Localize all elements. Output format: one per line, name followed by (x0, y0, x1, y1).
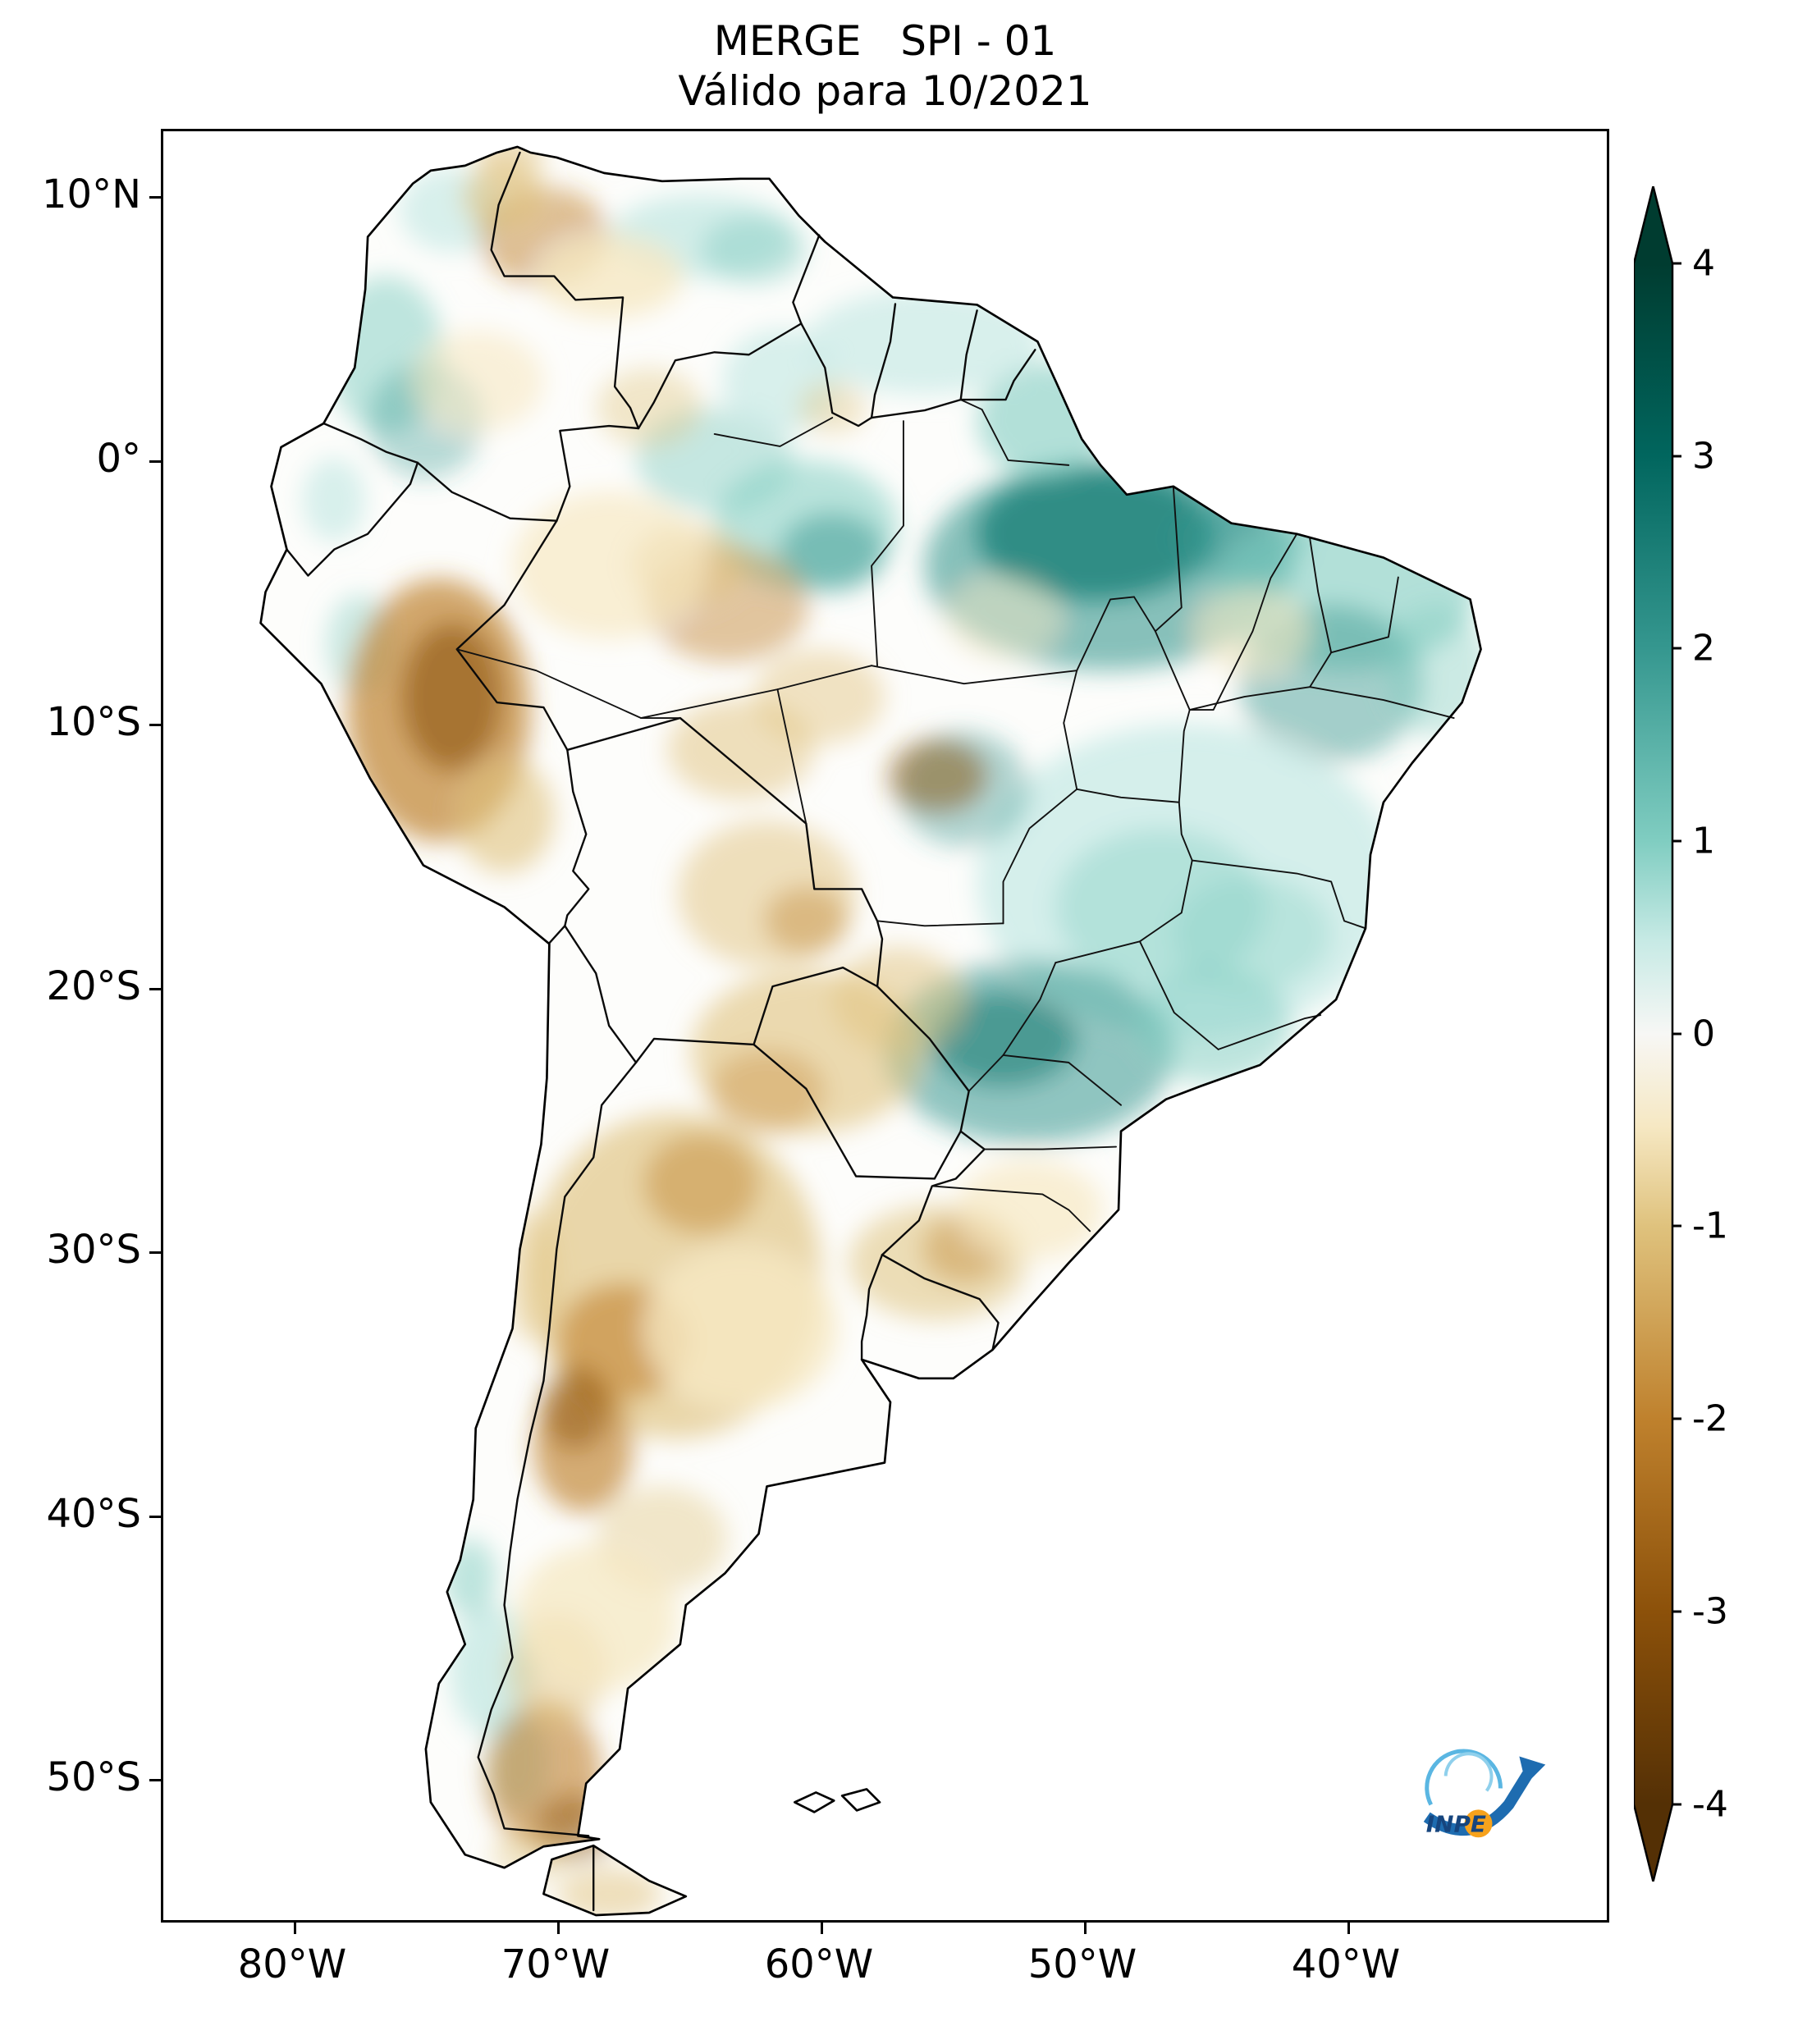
y-axis-tick (149, 1251, 161, 1254)
spi-anomaly-blob (643, 1246, 838, 1411)
spi-anomaly-blob (753, 649, 885, 745)
y-tick-label: 20°S (46, 963, 141, 1009)
falkland-west-island (794, 1791, 835, 1813)
colorbar-labels: 4 3 2 1 0 -1 -2 -3 -4 (1692, 186, 1791, 1882)
logo-text: INPE (1426, 1810, 1486, 1837)
spi-anomaly-blob (412, 331, 544, 432)
y-axis-tick (149, 1778, 161, 1781)
colorbar-tick-label: -1 (1692, 1205, 1728, 1247)
colorbar-tick-label: 0 (1692, 1013, 1715, 1055)
x-tick-label: 50°W (1027, 1941, 1137, 1987)
y-axis-tick (149, 723, 161, 726)
map-plot-area: INPE (149, 129, 1609, 1934)
spi-anomaly-blob (541, 1365, 610, 1450)
colorbar-tick-label: 4 (1692, 242, 1715, 285)
logo-inner-swirl-icon (1443, 1752, 1494, 1792)
x-axis-tick (1347, 1923, 1350, 1934)
colorbar-tick-label: -3 (1692, 1590, 1728, 1633)
spi-anomaly-blob (764, 886, 849, 955)
y-tick-label: 50°S (46, 1754, 141, 1800)
x-tick-label: 70°W (501, 1941, 611, 1987)
logo-arrowhead-icon (1519, 1756, 1546, 1785)
colorbar-tick-label: 1 (1692, 820, 1715, 862)
spi-anomaly-blob (449, 1604, 533, 1736)
spi-anomaly-blob (1134, 967, 1292, 1084)
y-axis: 10°N 0° 10°S 20°S 30°S 40°S 50°S (0, 129, 153, 1923)
x-axis: 80°W 70°W 60°W 50°W 40°W (161, 1928, 1609, 2002)
spi-anomaly-blob (536, 234, 684, 318)
spi-anomaly-blob (596, 368, 702, 447)
falkland-east-island (840, 1788, 881, 1812)
spi-anomaly-blob (515, 1543, 678, 1692)
south-america-map: INPE (259, 145, 1546, 1917)
y-tick-label: 30°S (46, 1227, 141, 1273)
state-borders (455, 399, 1455, 1232)
colorbar-tick-label: -4 (1692, 1783, 1728, 1826)
spi-anomaly-blob (454, 757, 555, 874)
colorbar-gradient (1632, 185, 1681, 1882)
spi-anomaly-blob (643, 1133, 759, 1234)
spi-anomaly-blob (302, 457, 366, 542)
colorbar-tick-label: 2 (1692, 627, 1715, 670)
colorbar-tick-label: -2 (1692, 1397, 1728, 1440)
spi-anomaly-blob (955, 1159, 1103, 1260)
logo-swirl-icon (1425, 1749, 1503, 1806)
country-borders (286, 151, 1036, 1912)
colorbar-ticks (1672, 262, 1681, 1806)
x-tick-label: 80°W (237, 1941, 347, 1987)
spi-anomaly-blob (402, 623, 502, 771)
title-line2: Válido para 10/2021 (678, 67, 1092, 115)
y-axis-tick (149, 460, 161, 463)
spi-anomaly-blob (512, 492, 707, 639)
title-line1: MERGE SPI - 01 (713, 17, 1057, 65)
spi-anomaly-blob (929, 991, 1077, 1086)
y-axis-tick (149, 195, 161, 199)
spi-anomaly-blob (806, 289, 1043, 395)
x-axis-tick (293, 1923, 296, 1934)
x-axis-tick (1083, 1923, 1087, 1934)
x-tick-label: 60°W (764, 1941, 874, 1987)
spi-anomaly-blob (701, 215, 807, 284)
spi-anomaly-blob (556, 1868, 662, 1916)
y-axis-tick (149, 987, 161, 990)
spi-anomaly-blob (887, 738, 988, 813)
spi-anomaly-blob (780, 512, 885, 592)
y-tick-label: 10°N (42, 171, 141, 217)
spi-anomaly-blob (945, 575, 1061, 661)
x-axis-tick (556, 1923, 560, 1934)
y-axis-tick (149, 1515, 161, 1518)
x-tick-label: 40°W (1291, 1941, 1401, 1987)
y-tick-label: 0° (96, 436, 141, 482)
y-tick-label: 10°S (46, 699, 141, 745)
inpe-logo: INPE (1423, 1749, 1546, 1838)
figure-title: MERGE SPI - 01 Válido para 10/2021 (161, 16, 1609, 117)
colorbar-tick-label: 3 (1692, 435, 1715, 478)
spi-anomaly-blob (709, 1049, 825, 1134)
colorbar (1632, 185, 1683, 1882)
spi-anomaly-blob (1174, 876, 1332, 992)
coastline (259, 145, 1482, 1917)
y-tick-label: 40°S (46, 1491, 141, 1537)
logo-orange-dot-icon (1464, 1809, 1493, 1838)
x-axis-tick (820, 1923, 823, 1934)
spi-anomaly-blob (475, 146, 544, 185)
